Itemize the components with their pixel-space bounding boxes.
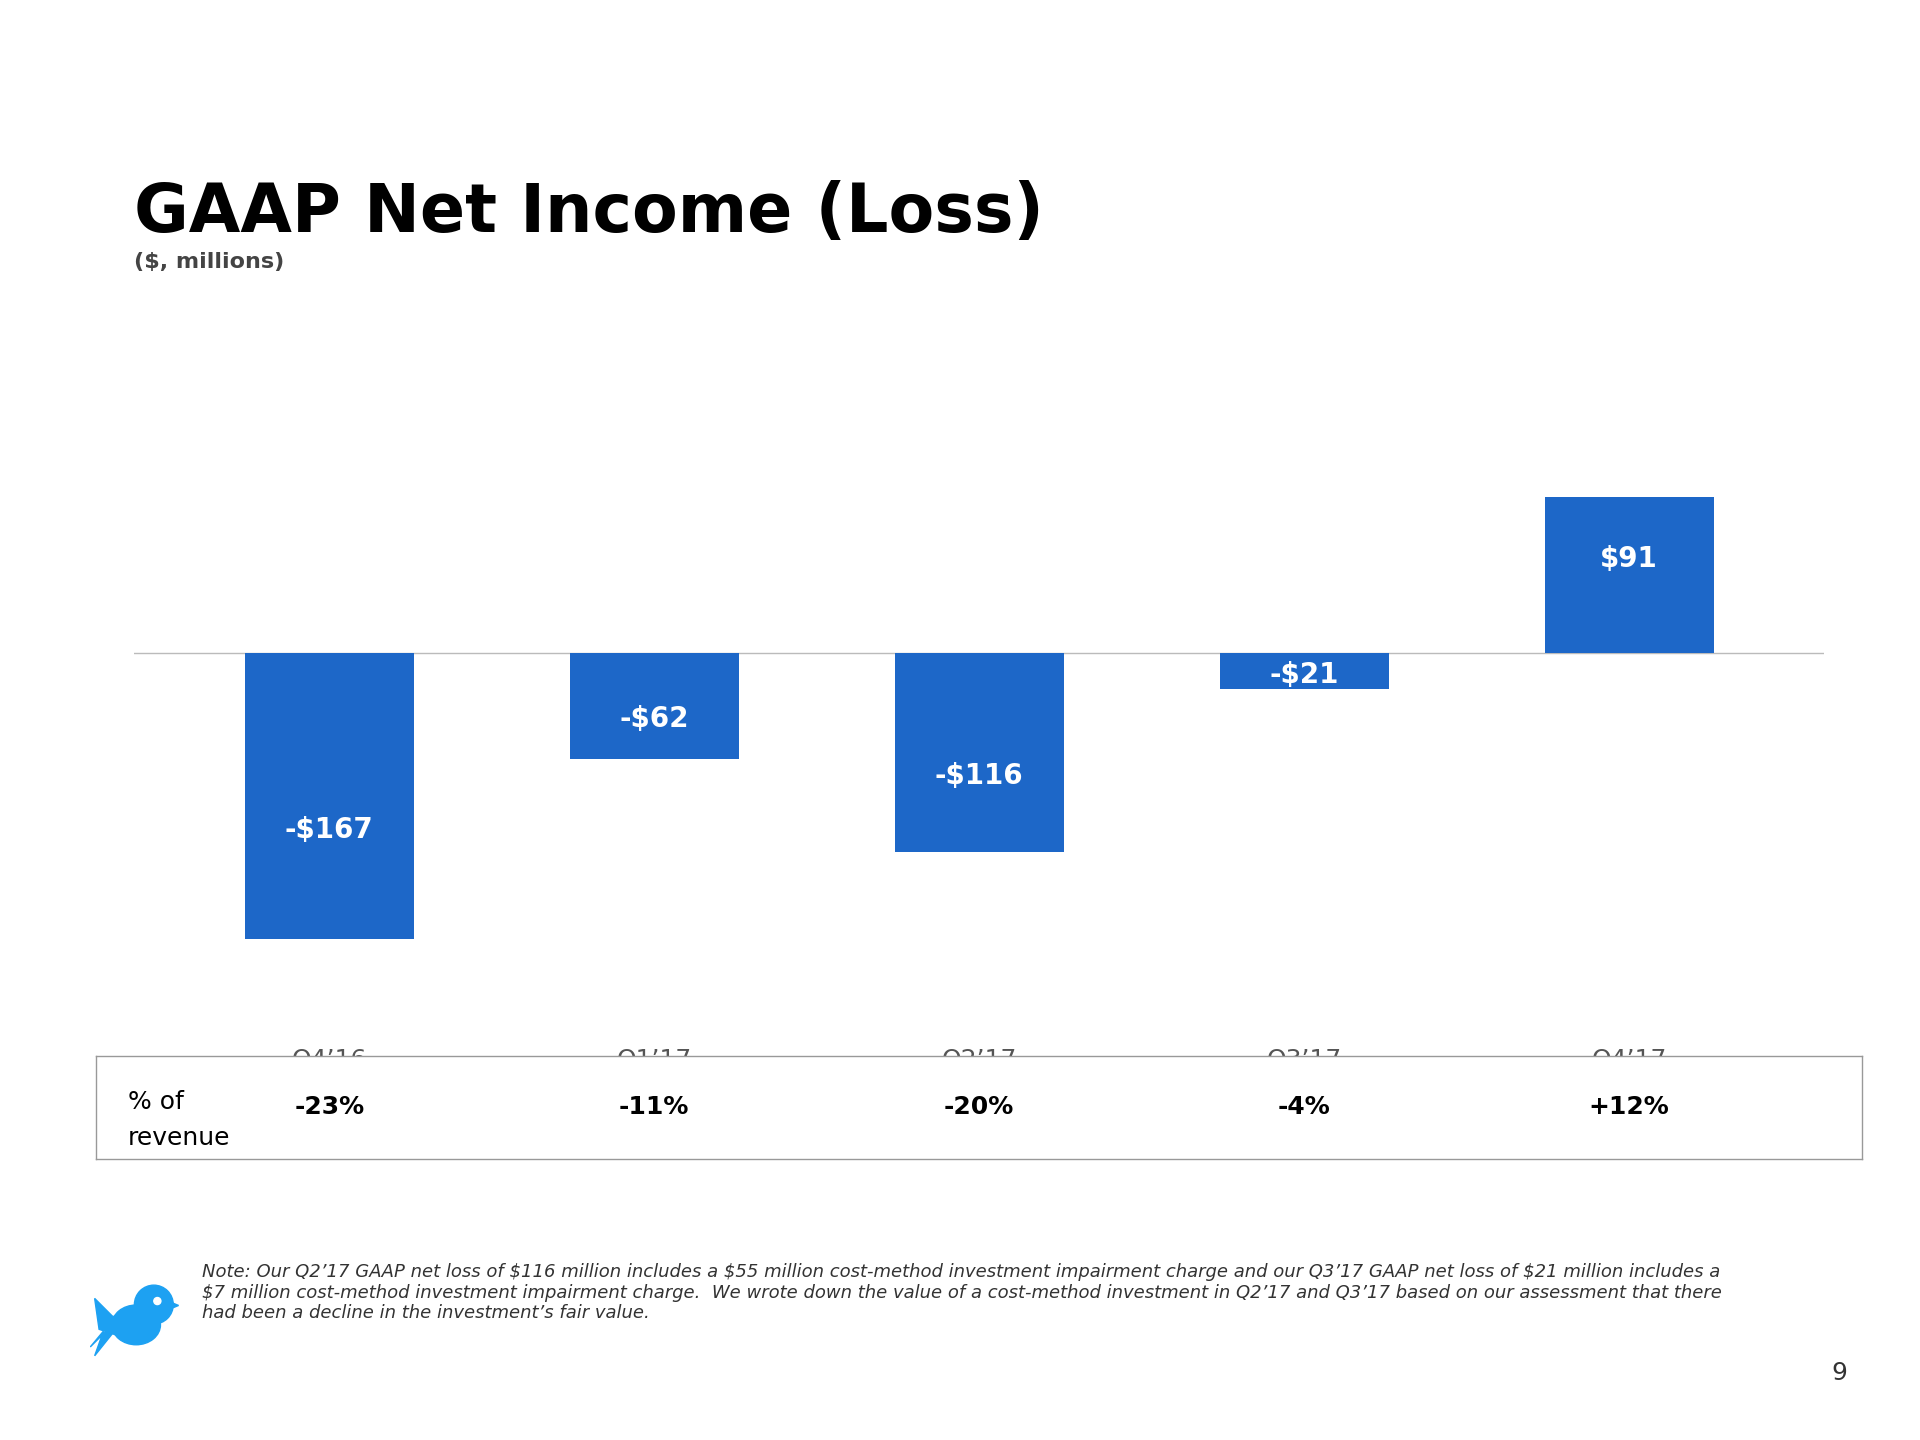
- Text: -$62: -$62: [620, 704, 689, 733]
- Bar: [1219, 652, 1388, 688]
- Text: ($, millions): ($, millions): [134, 252, 284, 272]
- Text: -20%: -20%: [945, 1096, 1014, 1119]
- Circle shape: [134, 1284, 173, 1323]
- Text: -$21: -$21: [1269, 661, 1338, 690]
- Text: Note: Our Q2’17 GAAP net loss of $116 million includes a $55 million cost-method: Note: Our Q2’17 GAAP net loss of $116 mi…: [202, 1263, 1722, 1322]
- Bar: [570, 652, 739, 759]
- Text: -$116: -$116: [935, 762, 1023, 791]
- Text: % of: % of: [129, 1090, 184, 1115]
- Bar: [895, 652, 1064, 851]
- Text: $91: $91: [1599, 546, 1659, 573]
- Text: revenue: revenue: [129, 1126, 230, 1151]
- Text: -23%: -23%: [294, 1096, 365, 1119]
- Text: -4%: -4%: [1277, 1096, 1331, 1119]
- Ellipse shape: [111, 1305, 161, 1345]
- Text: -11%: -11%: [618, 1096, 689, 1119]
- Polygon shape: [167, 1302, 179, 1310]
- Text: 9: 9: [1832, 1361, 1847, 1385]
- Bar: [246, 652, 415, 939]
- Circle shape: [154, 1297, 161, 1305]
- Polygon shape: [94, 1299, 138, 1338]
- Text: GAAP Net Income (Loss): GAAP Net Income (Loss): [134, 180, 1044, 246]
- Polygon shape: [90, 1329, 111, 1356]
- Text: +12%: +12%: [1588, 1096, 1668, 1119]
- Text: -$167: -$167: [284, 816, 374, 844]
- Bar: [1544, 497, 1713, 652]
